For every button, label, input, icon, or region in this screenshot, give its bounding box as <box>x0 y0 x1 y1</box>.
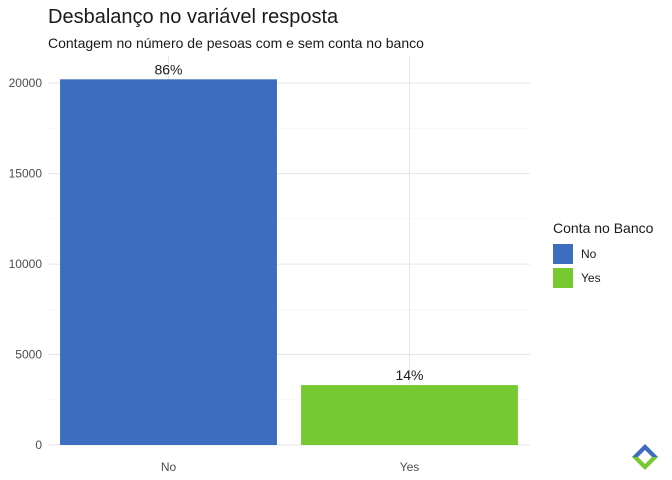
data-labels: 86% 14% <box>154 61 423 383</box>
x-tick-label-no: No <box>161 460 177 474</box>
y-tick-label: 15000 <box>9 167 43 181</box>
y-tick-label: 10000 <box>9 257 43 271</box>
y-tick-label: 5000 <box>15 348 42 362</box>
legend: Conta no Banco No Yes <box>553 220 653 290</box>
legend-label-yes: Yes <box>581 271 601 285</box>
legend-item-no: No <box>553 242 653 266</box>
legend-label-no: No <box>581 247 597 261</box>
chart-title: Desbalanço no variável resposta <box>48 6 339 28</box>
bars <box>60 79 518 446</box>
axis-ticks: 0 5000 10000 15000 20000 No Yes <box>9 76 420 474</box>
legend-title: Conta no Banco <box>553 220 654 236</box>
data-label-no: 86% <box>154 61 182 77</box>
legend-item-yes: Yes <box>553 266 653 290</box>
bar-yes <box>301 385 518 445</box>
x-tick-label-yes: Yes <box>400 460 420 474</box>
data-label-yes: 14% <box>395 367 423 383</box>
bar-no <box>60 79 277 446</box>
legend-swatch-no <box>553 244 573 264</box>
y-tick-label: 20000 <box>9 76 43 90</box>
legend-swatch-yes <box>553 268 573 288</box>
chart-subtitle: Contagem no número de pesoas com e sem c… <box>48 35 424 51</box>
diamond-logo-icon <box>632 444 658 470</box>
y-tick-label: 0 <box>35 438 42 452</box>
